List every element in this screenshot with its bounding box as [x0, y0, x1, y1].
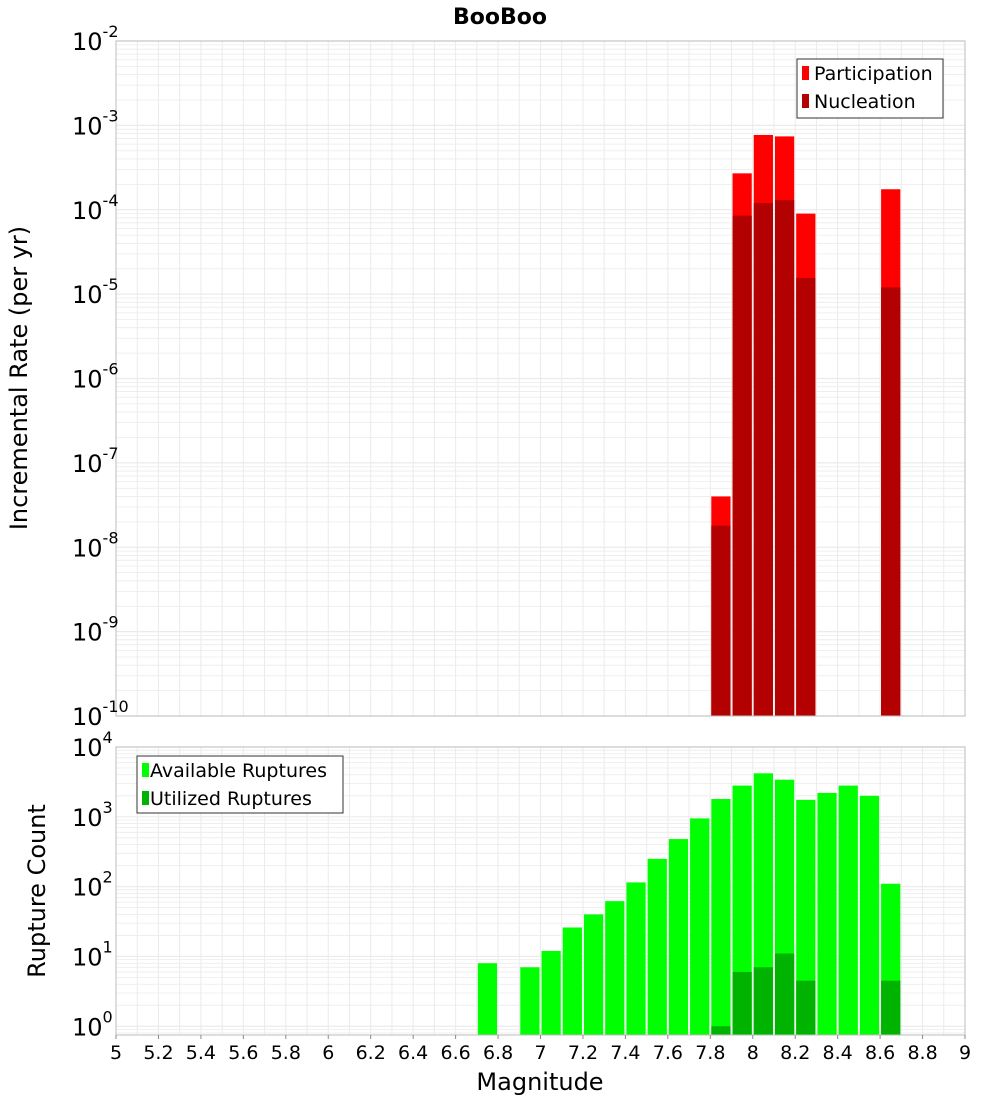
- rate-legend-box: [796, 58, 944, 119]
- x-tick-label: 7.4: [610, 1042, 640, 1064]
- x-tick-label: 9: [959, 1042, 971, 1064]
- x-tick-label: 6.2: [356, 1042, 386, 1064]
- utilized-ruptures-bar: [711, 1026, 731, 1035]
- rate-y-axis-title: Incremental Rate (per yr): [5, 226, 33, 530]
- y-tick-label: 102: [72, 868, 113, 902]
- rate-y-tick-labels: 10-2 10-3 10-4 10-5 10-6 10-7 10-8 10-9 10-10: [72, 22, 129, 731]
- available-ruptures-bar: [626, 882, 646, 1035]
- legend-swatch-nucleation: [802, 94, 809, 108]
- available-ruptures-bar: [711, 798, 731, 1035]
- nucleation-bar: [711, 525, 731, 716]
- x-tick-label: 7.8: [695, 1042, 725, 1064]
- y-tick-label: 101: [72, 937, 113, 971]
- x-tick-label: 7.6: [653, 1042, 683, 1064]
- x-axis-title: Magnitude: [476, 1068, 603, 1096]
- nucleation-bar: [753, 203, 773, 716]
- legend-swatch-available: [142, 763, 149, 777]
- count-legend: Available Ruptures Utilized Ruptures: [136, 755, 344, 814]
- rate-bars: [711, 134, 901, 717]
- y-tick-label: 104: [72, 728, 113, 762]
- legend-label-participation: Participation: [814, 63, 933, 85]
- y-tick-label: 10-10: [72, 697, 129, 731]
- available-ruptures-bar: [838, 785, 858, 1035]
- nucleation-bar: [732, 215, 752, 717]
- utilized-ruptures-bar: [796, 980, 816, 1035]
- y-tick-label: 103: [72, 798, 113, 832]
- utilized-ruptures-bar: [732, 971, 752, 1035]
- x-tick-label: 6.8: [483, 1042, 513, 1064]
- legend-label-utilized: Utilized Ruptures: [150, 788, 312, 810]
- rate-grid: [115, 40, 966, 717]
- y-tick-label: 10-8: [72, 528, 119, 562]
- available-ruptures-bar: [647, 858, 667, 1035]
- x-tick-label: 5: [110, 1042, 122, 1064]
- x-tick-label: 6: [322, 1042, 334, 1064]
- count-grid: [115, 746, 966, 1035]
- available-ruptures-bar: [859, 795, 880, 1035]
- y-tick-label: 10-4: [72, 191, 119, 225]
- legend-label-available: Available Ruptures: [150, 760, 327, 782]
- available-ruptures-bar: [562, 927, 582, 1035]
- utilized-ruptures-bar: [881, 980, 901, 1035]
- available-ruptures-bar: [668, 839, 689, 1035]
- x-tick-label: 8.6: [865, 1042, 895, 1064]
- y-tick-label: 10-9: [72, 613, 119, 647]
- rate-panel: 10-2 10-3 10-4 10-5 10-6 10-7 10-8 10-9 10-10 In…: [5, 22, 966, 731]
- x-tick-label: 6.6: [440, 1042, 470, 1064]
- utilized-ruptures-bar: [753, 967, 773, 1035]
- x-tick-label: 8.8: [907, 1042, 937, 1064]
- count-panel: 104 103 102 101 100 5 5.2 5.4 5.6 5.8 6 6.2 6.4 6.6 6…: [23, 728, 971, 1096]
- count-legend-box: [136, 755, 344, 814]
- x-tick-label: 7.2: [568, 1042, 598, 1064]
- available-ruptures-bar: [520, 967, 540, 1035]
- available-ruptures-bar: [817, 792, 837, 1035]
- legend-label-nucleation: Nucleation: [814, 91, 916, 113]
- available-ruptures-bar: [477, 963, 498, 1035]
- y-tick-label: 10-5: [72, 275, 119, 309]
- x-tick-label: 8.4: [823, 1042, 853, 1064]
- x-tick-label: 7: [534, 1042, 546, 1064]
- nucleation-bar: [796, 278, 816, 716]
- count-y-axis-title: Rupture Count: [23, 804, 51, 978]
- rate-plot-frame: [115, 40, 966, 717]
- available-ruptures-bar: [690, 818, 710, 1035]
- nucleation-bar: [774, 200, 795, 716]
- x-tick-label: 8.2: [780, 1042, 810, 1064]
- count-y-tick-labels: 104 103 102 101 100: [72, 728, 113, 1041]
- available-ruptures-bar: [583, 914, 604, 1035]
- y-tick-label: 10-6: [72, 360, 119, 394]
- legend-swatch-participation: [802, 66, 809, 80]
- x-tick-label: 8: [747, 1042, 759, 1064]
- count-bars: [477, 773, 901, 1035]
- y-tick-label: 10-3: [72, 106, 119, 140]
- available-ruptures-bar: [605, 901, 625, 1035]
- x-tick-label: 6.4: [398, 1042, 428, 1064]
- available-ruptures-bar: [541, 950, 561, 1035]
- x-tick-label: 5.4: [186, 1042, 216, 1064]
- nucleation-bar: [881, 287, 901, 716]
- available-ruptures-bar: [796, 799, 816, 1035]
- utilized-ruptures-bar: [774, 953, 795, 1035]
- legend-swatch-utilized: [142, 791, 149, 805]
- x-tick-label: 5.6: [228, 1042, 258, 1064]
- x-tick-label: 5.8: [271, 1042, 301, 1064]
- y-tick-label: 10-2: [72, 22, 119, 56]
- y-tick-label: 10-7: [72, 444, 119, 478]
- chart-title: BooBoo: [453, 5, 547, 30]
- y-tick-label: 100: [72, 1007, 113, 1041]
- x-tick-labels: 5 5.2 5.4 5.6 5.8 6 6.2 6.4 6.6 6.8 7 7.2 7.4 7.6 7.8 8…: [110, 1035, 971, 1064]
- rate-legend: Participation Nucleation: [796, 58, 944, 119]
- x-tick-label: 5.2: [143, 1042, 173, 1064]
